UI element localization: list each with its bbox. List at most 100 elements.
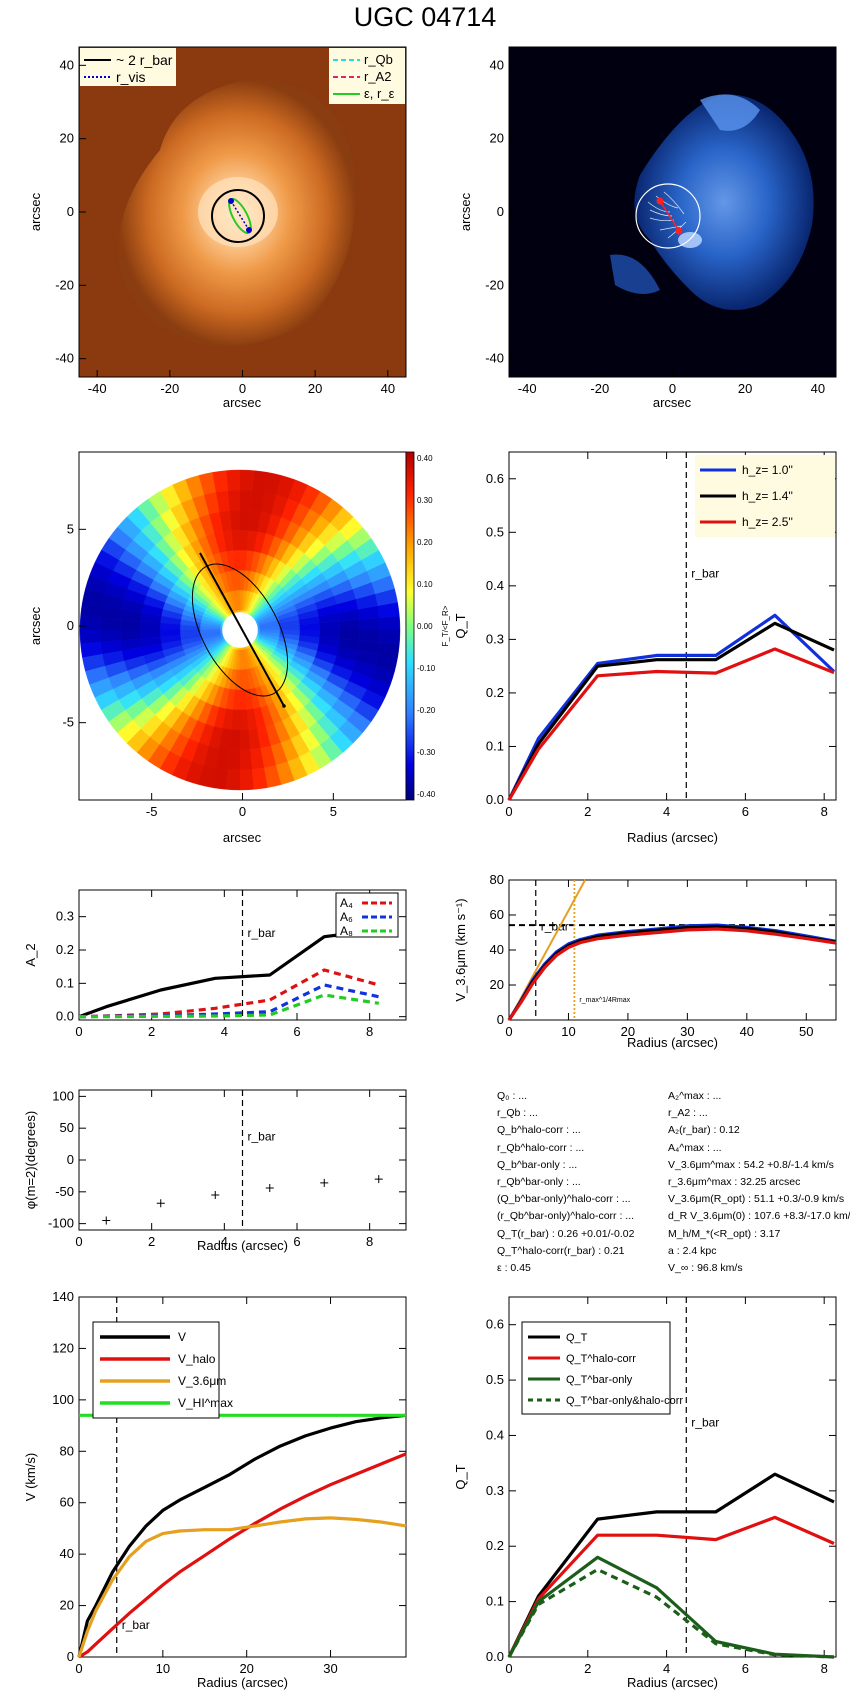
- series-line: [507, 925, 837, 1021]
- legend-label: A₈: [340, 924, 353, 938]
- y-axis-label: arcsec: [28, 606, 43, 645]
- polar-cell: [319, 629, 341, 639]
- y-tick-label: -50: [55, 1184, 74, 1199]
- y-tick-label: 0.0: [486, 1649, 504, 1664]
- polar-cell: [227, 489, 241, 511]
- rbar-label: r_bar: [122, 1618, 150, 1632]
- info-row: ε : 0.45: [497, 1261, 531, 1274]
- legend-label: h_z= 1.4'': [742, 489, 793, 503]
- legend-eps-label: ε, r_ε: [364, 86, 395, 101]
- x-tick-label: 0: [505, 1024, 512, 1039]
- x-tick-label: 6: [742, 804, 749, 819]
- info-row: M_h/M_*(<R_opt) : 3.17: [668, 1227, 781, 1240]
- x-tick-label: 8: [366, 1024, 373, 1039]
- bar-major-axis: [199, 552, 285, 707]
- x-tick-label: 20: [738, 381, 752, 396]
- y-tick-label: 0.4: [486, 1427, 504, 1442]
- y-tick-label: 60: [490, 907, 504, 922]
- bar-end-marker: [656, 197, 664, 205]
- legend-label: V_halo: [178, 1352, 216, 1366]
- x-tick-label: 4: [663, 1661, 670, 1676]
- legend-label: Q_T^bar-only: [566, 1374, 633, 1386]
- polar-cell: [239, 749, 253, 771]
- legend-label: Q_T: [566, 1332, 588, 1344]
- polar-cell: [379, 629, 401, 645]
- y-tick-label: 0.1: [56, 975, 74, 990]
- y-axis-label: V (km/s): [23, 1453, 38, 1501]
- x-tick-label: 0: [75, 1661, 82, 1676]
- y-tick-label: 0: [67, 1152, 74, 1167]
- qt-vs-radius-chart: 0 2 4 6 8 0.0 0.1 0.2 0.3 0.4 0.5 0.6 Radius (arcsec…: [453, 451, 837, 845]
- x-tick-label: 5: [330, 804, 337, 819]
- y-tick-label: 5: [67, 521, 74, 536]
- y-tick-label: 0.3: [486, 631, 504, 646]
- x-tick-label: 8: [821, 804, 828, 819]
- bar-ellipse: [191, 563, 289, 697]
- x-tick-label: 40: [811, 381, 825, 396]
- x-tick-label: 30: [680, 1024, 694, 1039]
- data-point: [374, 1175, 383, 1184]
- series-line: [507, 621, 835, 801]
- bar-axis-end: [282, 704, 286, 708]
- polar-cell: [139, 621, 161, 631]
- bar-axis-line: [659, 200, 680, 232]
- legend-ra2-label: r_A2: [364, 69, 391, 84]
- legend-label: V_3.6μm: [178, 1374, 226, 1388]
- legend-rqb-label: r_Qb: [364, 52, 393, 67]
- two-rbar-circle: [211, 189, 265, 243]
- polar-cell: [239, 609, 242, 613]
- y-tick-label: 0: [67, 204, 74, 219]
- rbar-label: r_bar: [691, 1416, 719, 1430]
- info-row: A₄^max : ...: [668, 1141, 722, 1154]
- info-row: V_3.6μm^max : 54.2 +0.8/-1.4 km/s: [668, 1158, 834, 1171]
- x-tick-label: 8: [821, 1661, 828, 1676]
- info-row: (r_Qb^bar-only)^halo-corr : ...: [497, 1210, 635, 1223]
- x-tick-label: 0: [239, 804, 246, 819]
- x-axis-label: Radius (arcsec): [627, 1675, 718, 1690]
- y-tick-label: 140: [52, 1289, 74, 1304]
- y-axis-label: arcsec: [458, 192, 473, 231]
- colorbar-ticks: 0.40 0.30 0.20 0.10 0.00 -0.10 -0.20 -0.30 -0.40: [417, 454, 436, 799]
- blue-clump: [700, 94, 760, 131]
- y-tick-label: 60: [60, 1495, 74, 1510]
- y-tick-label: 0.4: [486, 578, 504, 593]
- legend-label: Q_T^halo-corr: [566, 1353, 636, 1365]
- y-tick-label: -40: [485, 351, 504, 366]
- colorbar-tick-label: 0.20: [417, 538, 433, 547]
- y-tick-label: 20: [60, 1598, 74, 1613]
- data-point: [156, 1199, 165, 1208]
- bar-end-marker: [246, 227, 252, 233]
- blue-emission: [634, 94, 814, 310]
- polar-cell: [225, 469, 241, 491]
- axes: -40 -40 -20 -20 0 0 20 20 40 40: [485, 57, 825, 396]
- rmax-label: r_max^1/4Rmax: [579, 997, 630, 1004]
- polar-cell: [257, 629, 261, 632]
- series-line: [507, 923, 837, 1021]
- x-axis-label: arcsec: [223, 395, 262, 410]
- info-row: Q_b^bar-only : ...: [497, 1158, 578, 1171]
- x-tick-label: 0: [75, 1024, 82, 1039]
- polar-cell: [239, 469, 255, 491]
- y-tick-label: 0.3: [56, 909, 74, 924]
- legend-label: h_z= 1.0'': [742, 463, 793, 477]
- y-tick-label: 0.1: [486, 1594, 504, 1609]
- y-tick-label: 40: [60, 1546, 74, 1561]
- y-tick-label: 100: [52, 1088, 74, 1103]
- x-tick-label: 0: [75, 1234, 82, 1249]
- y-axis-label: A_2: [23, 943, 38, 966]
- info-row: Q_b^halo-corr : ...: [497, 1124, 581, 1137]
- rbar-label: r_bar: [691, 566, 719, 580]
- x-axis-label: arcsec: [653, 395, 692, 410]
- x-axis-label: Radius (arcsec): [627, 830, 718, 845]
- rotation-curve-chart: 0 10 20 30 40 50 0 20 40 60 80 Radius (arcsec) V_3.6…: [453, 872, 837, 1050]
- x-tick-label: 0: [669, 381, 676, 396]
- y-tick-label: 0.2: [486, 1538, 504, 1553]
- series-line: [507, 1515, 835, 1658]
- plot-frame: [508, 1296, 837, 1658]
- y-axis-label: φ(m=2)(degrees): [23, 1111, 38, 1209]
- info-row: a : 2.4 kpc: [668, 1244, 717, 1257]
- polar-cell: [79, 615, 101, 631]
- velocity-decomposition-chart: 0 10 20 30 0 20 40 60 80 100 120 140 Radius (arcsec)…: [23, 1289, 407, 1690]
- series-line: [78, 1452, 407, 1659]
